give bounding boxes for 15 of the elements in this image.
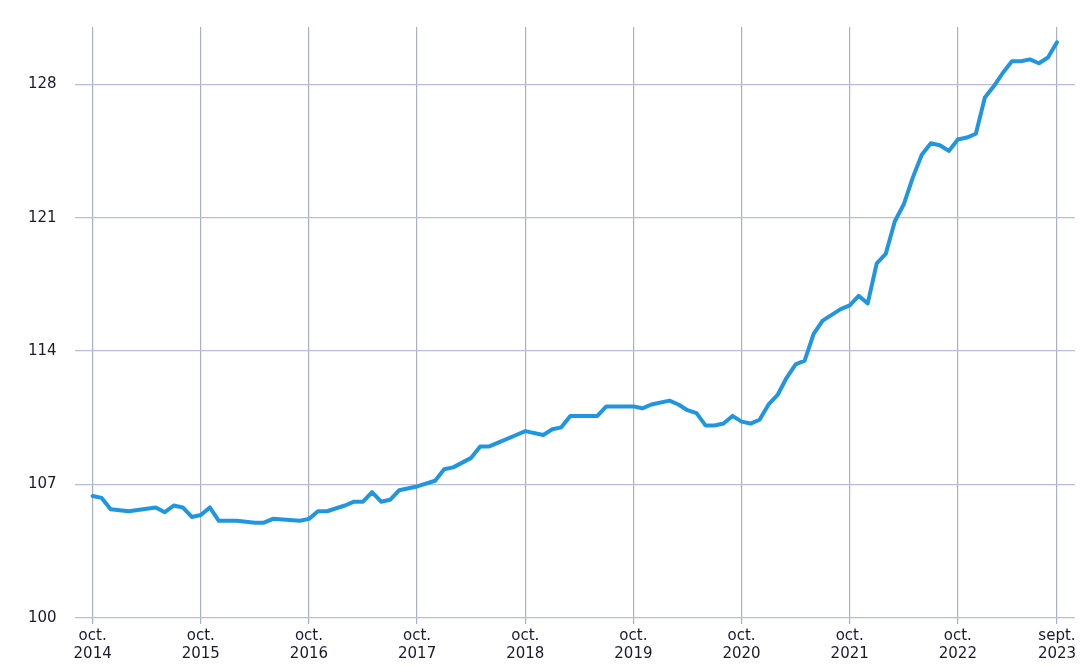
x-tick-label: oct. 2014 [73,625,112,662]
y-tick-label: 107 [27,474,57,493]
x-tick-label: oct. 2018 [506,625,545,662]
x-tick-label: oct. 2021 [830,625,869,662]
x-tick-label: oct. 2022 [938,625,977,662]
y-tick-label: 114 [27,340,57,359]
x-tick-label: oct. 2017 [398,625,437,662]
x-tick-label: oct. 2016 [289,625,329,662]
x-tick-label: oct. 2019 [614,625,653,662]
x-tick-label: oct. 2015 [181,625,220,662]
y-tick-label: 100 [27,607,57,626]
y-tick-label: 128 [27,74,57,93]
y-tick-label: 121 [27,207,57,226]
x-tick-label: oct. 2020 [722,625,761,662]
x-tick-label: sept. 2023 [1037,625,1077,662]
